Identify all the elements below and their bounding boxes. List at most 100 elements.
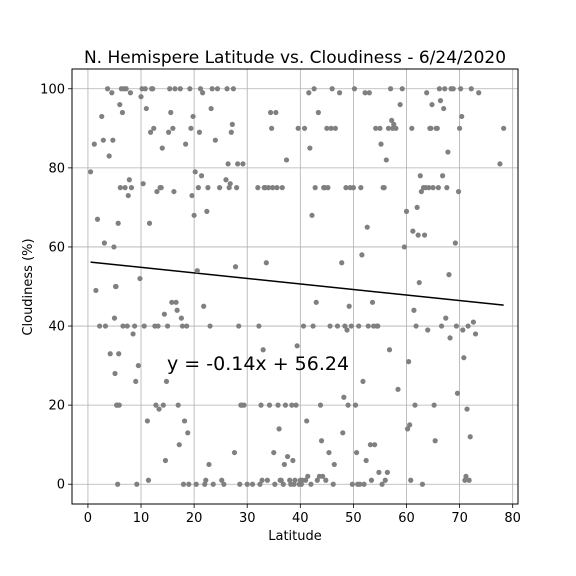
data-point xyxy=(161,311,167,317)
data-point xyxy=(437,98,444,104)
data-point xyxy=(419,481,426,487)
data-point xyxy=(163,378,170,385)
data-point xyxy=(97,323,103,329)
data-point xyxy=(232,264,239,270)
data-point xyxy=(367,442,373,448)
data-point xyxy=(364,224,370,230)
data-point xyxy=(135,362,141,369)
data-point xyxy=(109,90,115,96)
data-point xyxy=(93,287,99,294)
data-point xyxy=(123,86,129,92)
data-point xyxy=(383,157,389,163)
data-point xyxy=(276,426,282,432)
data-point xyxy=(235,161,241,167)
data-point xyxy=(456,125,463,131)
data-point xyxy=(441,105,447,112)
data-point xyxy=(373,125,379,131)
data-point xyxy=(353,449,360,456)
data-point xyxy=(382,477,388,483)
data-point xyxy=(497,161,503,167)
data-point xyxy=(125,192,131,199)
data-point xyxy=(436,86,443,92)
data-point xyxy=(432,438,438,444)
regression-line xyxy=(90,261,504,306)
data-point xyxy=(314,477,320,483)
data-point xyxy=(140,181,146,187)
data-point xyxy=(278,477,284,483)
data-point xyxy=(298,481,304,487)
data-point xyxy=(459,113,465,120)
axis-ticks: 0 10 20 30 40 50 60 70 80 0 20 40 60 80 100 xyxy=(40,82,521,526)
data-point xyxy=(455,188,462,195)
data-point xyxy=(320,473,326,479)
data-point xyxy=(372,442,378,448)
data-point xyxy=(134,481,140,487)
data-point xyxy=(454,390,461,396)
data-point xyxy=(221,481,227,487)
data-point xyxy=(385,125,392,131)
data-point xyxy=(187,86,193,92)
data-point xyxy=(142,86,148,92)
x-tick-label: 40 xyxy=(292,511,309,526)
data-point xyxy=(295,125,301,131)
data-point xyxy=(415,232,421,238)
data-point xyxy=(87,169,94,175)
data-point xyxy=(358,185,364,191)
data-point xyxy=(366,90,372,96)
data-point xyxy=(414,204,420,211)
data-point xyxy=(137,275,143,282)
data-point xyxy=(126,177,132,183)
data-point xyxy=(443,315,449,321)
data-point xyxy=(324,125,330,131)
data-point xyxy=(160,402,166,408)
data-point xyxy=(111,244,117,250)
data-point xyxy=(376,469,382,475)
data-point xyxy=(301,125,308,131)
data-point xyxy=(127,90,134,96)
x-tick-label: 80 xyxy=(504,511,521,526)
data-point xyxy=(151,125,157,131)
data-point xyxy=(190,113,196,120)
data-point xyxy=(434,125,440,131)
data-point xyxy=(275,402,281,408)
data-point xyxy=(409,125,415,131)
data-point xyxy=(197,86,204,92)
data-point xyxy=(193,481,199,487)
data-point xyxy=(329,86,335,92)
data-point xyxy=(408,477,414,483)
data-point xyxy=(407,422,413,428)
data-point xyxy=(203,477,209,483)
data-point xyxy=(472,331,479,337)
data-point xyxy=(411,307,417,313)
data-point xyxy=(464,406,470,412)
data-point xyxy=(334,323,341,329)
data-point xyxy=(145,477,152,483)
data-point xyxy=(404,426,411,432)
data-point xyxy=(186,481,192,487)
data-point xyxy=(177,86,183,92)
data-point xyxy=(168,109,174,116)
data-point xyxy=(116,351,122,357)
data-point xyxy=(219,477,225,483)
data-point xyxy=(410,228,416,234)
data-point xyxy=(164,323,171,329)
data-point xyxy=(138,94,144,100)
data-point xyxy=(279,185,285,191)
data-point xyxy=(128,185,135,191)
data-point xyxy=(406,359,412,365)
data-point xyxy=(259,477,265,483)
data-point xyxy=(225,161,231,167)
data-point xyxy=(416,279,422,286)
x-axis-label: Latitude xyxy=(268,529,322,544)
data-point xyxy=(264,477,270,483)
data-point xyxy=(169,299,175,305)
data-point xyxy=(244,481,250,487)
data-point xyxy=(119,109,126,116)
data-point xyxy=(461,355,467,361)
data-point xyxy=(124,323,130,329)
data-point xyxy=(425,327,431,333)
data-point xyxy=(463,473,469,479)
data-point xyxy=(269,125,275,131)
